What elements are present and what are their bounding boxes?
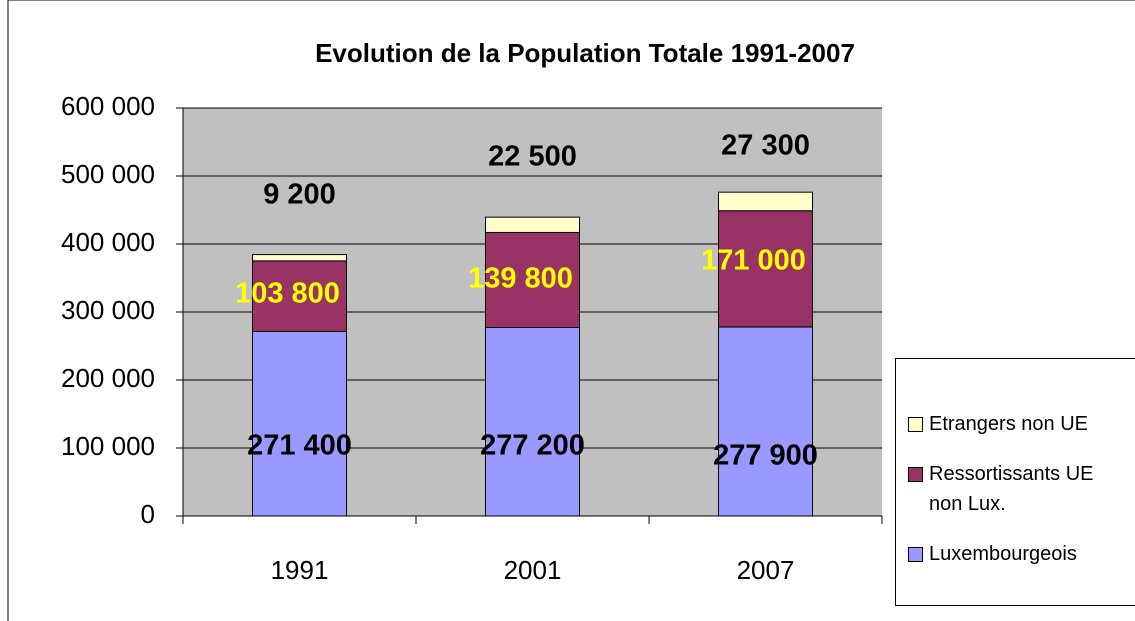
data-label: 22 500: [488, 141, 577, 173]
data-label: 9 200: [263, 179, 336, 211]
data-label: 277 200: [480, 430, 585, 462]
data-label: 277 900: [713, 440, 818, 472]
bar-segment: [718, 191, 813, 212]
bar-segment: [485, 216, 580, 233]
bar-segment: [252, 260, 347, 332]
y-tick-label: 500 000: [61, 159, 155, 189]
bar-segment: [485, 327, 580, 517]
bar-segment: [485, 231, 580, 329]
legend-label: Luxembourgeois: [929, 543, 1077, 565]
x-tick-label: 2007: [737, 555, 795, 585]
y-tick-label: 600 000: [61, 91, 155, 121]
legend-label: Ressortissants UE non Lux.: [929, 463, 1094, 515]
legend-swatch: [908, 467, 923, 482]
y-tick-label: 0: [141, 499, 155, 529]
legend-swatch: [908, 547, 923, 562]
legend-swatch: [908, 417, 923, 432]
legend: Etrangers non UE Ressortissants UE non Lu…: [895, 358, 1135, 606]
data-label: 27 300: [721, 130, 810, 162]
bar-segment: [252, 330, 347, 517]
data-label: 139 800: [468, 263, 573, 295]
y-tick-label: 100 000: [61, 431, 155, 461]
y-tick-label: 200 000: [61, 363, 155, 393]
legend-item: Etrangers non UE: [908, 409, 1101, 439]
bar-segment: [252, 254, 347, 262]
data-label: 103 800: [235, 278, 340, 310]
legend-item: Ressortissants UE non Lux.: [908, 459, 1101, 519]
x-tick-label: 1991: [271, 555, 329, 585]
chart-frame: [7, 0, 1135, 621]
data-label: 271 400: [247, 430, 352, 462]
x-tick-label: 2001: [504, 555, 562, 585]
y-tick-label: 400 000: [61, 227, 155, 257]
bar-segment: [718, 326, 813, 517]
data-label: 171 000: [701, 245, 806, 277]
chart-title: Evolution de la Population Totale 1991-2…: [315, 38, 855, 68]
y-tick-label: 300 000: [61, 295, 155, 325]
legend-label: Etrangers non UE: [929, 413, 1088, 435]
legend-item: Luxembourgeois: [908, 539, 1101, 569]
